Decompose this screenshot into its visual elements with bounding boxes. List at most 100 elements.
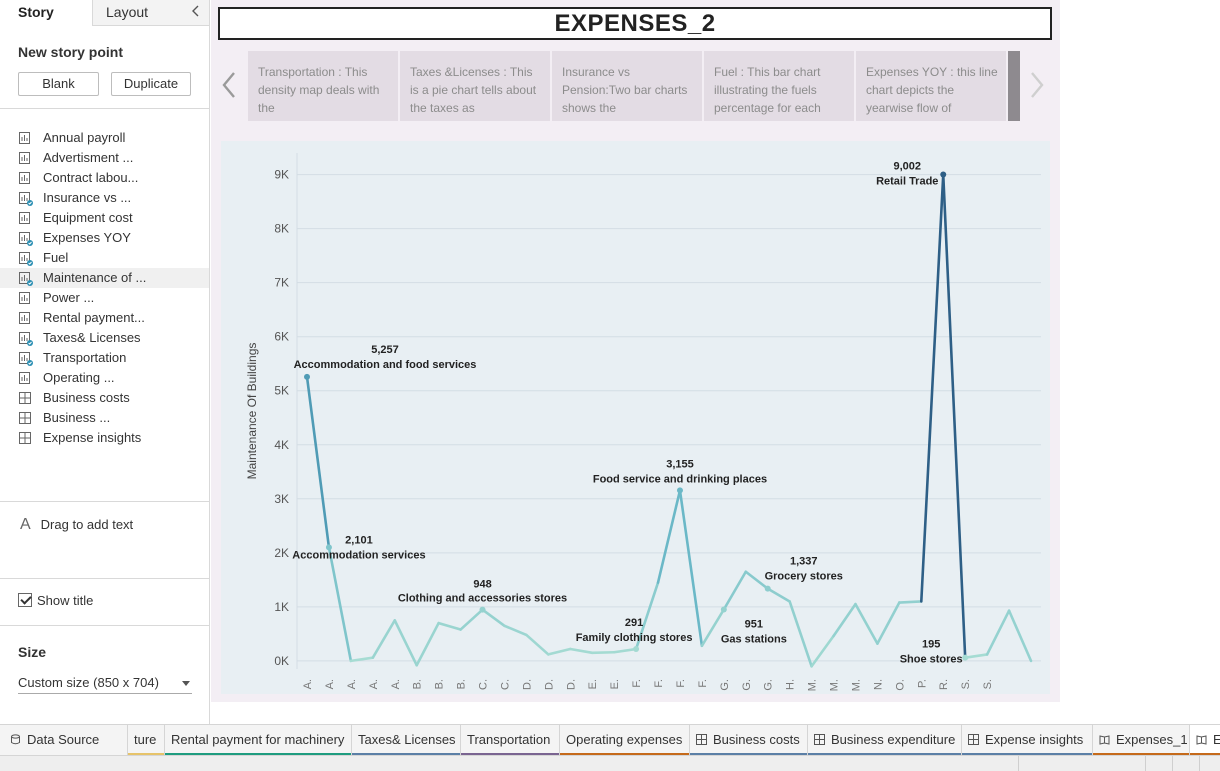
tab-rental-payment-for-machinery[interactable]: Rental payment for machinery (165, 725, 352, 755)
sheet-item-label: Annual payroll (43, 130, 126, 145)
x-tick-label: B. (412, 679, 424, 689)
sheet-item-label: Maintenance of ... (43, 270, 147, 285)
sheet-item[interactable]: Fuel (0, 248, 209, 268)
x-tick-label: H. (785, 679, 797, 690)
sheet-item[interactable]: Business costs (0, 388, 209, 408)
bar-chart-icon (19, 252, 33, 266)
x-tick-label: A. (390, 679, 402, 689)
tab-color-indicator (165, 753, 351, 755)
story-point-caption[interactable]: Insurance vs Pension:Two bar charts show… (552, 51, 702, 121)
sheet-item[interactable]: Taxes& Licenses (0, 328, 209, 348)
sheet-item-label: Advertisment ... (43, 150, 134, 165)
tab-taxes-licenses[interactable]: Taxes& Licenses (352, 725, 461, 755)
x-tick-label: N. (872, 679, 884, 690)
tab-expense-insights[interactable]: Expense insights (962, 725, 1093, 755)
line-segment (722, 570, 748, 611)
tab-business-expenditure[interactable]: Business expenditure (808, 725, 962, 755)
bar-chart-icon (19, 232, 33, 246)
data-label-value: 5,257 (371, 344, 399, 356)
tab-color-indicator (808, 753, 961, 755)
bar-chart-icon (19, 372, 31, 384)
x-tick-label: D. (521, 679, 533, 690)
line-segment (1007, 609, 1033, 663)
data-label-value: 951 (745, 619, 763, 631)
sheet-item[interactable]: Power ... (0, 288, 209, 308)
y-tick-label: 4K (274, 438, 289, 452)
tab-operating-expenses[interactable]: Operating expenses (560, 725, 690, 755)
bar-chart-icon (19, 192, 33, 206)
y-tick-label: 5K (274, 384, 289, 398)
line-segment (525, 633, 550, 656)
sheet-item[interactable]: Contract labou... (0, 168, 209, 188)
data-label-category: Family clothing stores (576, 632, 693, 644)
sheet-item-label: Fuel (43, 250, 69, 265)
dashboard-icon (19, 392, 31, 404)
story-point-caption-current[interactable]: N b c (1008, 51, 1020, 121)
next-story-point-button[interactable] (1029, 70, 1045, 108)
story-point-caption[interactable]: Taxes &Licenses : This is a pie chart te… (400, 51, 550, 121)
tab-business-costs[interactable]: Business costs (690, 725, 808, 755)
drag-text-object[interactable]: A Drag to add text (20, 516, 133, 534)
x-tick-label: A. (302, 679, 314, 689)
story-canvas: EXPENSES_2 Transportation : This density… (211, 0, 1060, 702)
x-tick-label: R. (938, 679, 950, 690)
line-segment (788, 600, 813, 668)
sheet-item[interactable]: Equipment cost (0, 208, 209, 228)
x-tick-label: D. (565, 679, 577, 690)
tab-transportation[interactable]: Transportation (461, 725, 560, 755)
blank-button[interactable]: Blank (18, 72, 99, 96)
story-point-caption[interactable]: Fuel : This bar chart illustrating the f… (704, 51, 854, 121)
tab-label: Taxes& Licenses (358, 732, 456, 747)
story-point-caption[interactable]: Expenses YOY : this line chart depicts t… (856, 51, 1006, 121)
tab-layout[interactable]: Layout (92, 0, 209, 26)
data-point (325, 544, 332, 551)
tab-story[interactable]: Story (18, 4, 54, 20)
tab-label: E (1213, 732, 1220, 747)
x-tick-label: E. (587, 679, 599, 689)
sheet-item[interactable]: Annual payroll (0, 128, 209, 148)
sheet-item[interactable]: Operating ... (0, 368, 209, 388)
story-title: EXPENSES_2 (218, 7, 1052, 40)
size-value: Custom size (850 x 704) (18, 675, 159, 690)
story-icon (1196, 726, 1207, 745)
sheet-item[interactable]: Business ... (0, 408, 209, 428)
data-point (304, 373, 310, 380)
story-icon (1099, 726, 1110, 745)
tab-label: Rental payment for machinery (171, 732, 345, 747)
line-segment (437, 621, 462, 631)
sheet-item[interactable]: Transportation (0, 348, 209, 368)
line-segment (700, 608, 726, 648)
tab-data-source[interactable]: Data Source (0, 725, 128, 755)
line-segment (503, 624, 528, 637)
story-point-caption[interactable]: Transportation : This density map deals … (248, 51, 398, 121)
sheet-item-label: Transportation (43, 350, 127, 365)
data-label-value: 1,337 (790, 556, 818, 568)
divider (0, 108, 209, 109)
x-tick-label: F. (653, 679, 665, 688)
x-tick-label: E. (609, 679, 621, 689)
sheet-item[interactable]: Expense insights (0, 428, 209, 448)
sheet-item-label: Equipment cost (43, 210, 133, 225)
tab-label: Business costs (713, 732, 800, 747)
data-point (764, 585, 771, 592)
sheet-item[interactable]: Rental payment... (0, 308, 209, 328)
show-title-toggle[interactable]: Show title (18, 593, 93, 608)
line-segment (634, 581, 660, 651)
tab-color-indicator (962, 753, 1092, 755)
size-dropdown[interactable]: Custom size (850 x 704) (18, 674, 192, 694)
sheet-item[interactable]: Insurance vs ... (0, 188, 209, 208)
dashboard-icon (19, 412, 31, 424)
sheet-item[interactable]: Expenses YOY (0, 228, 209, 248)
previous-story-point-button[interactable] (221, 70, 237, 108)
tab-e[interactable]: E (1190, 725, 1220, 755)
tab-ture[interactable]: ture (128, 725, 165, 755)
data-label-category: Shoe stores (900, 654, 963, 666)
maintenance-line-chart: 0K 1K 2K 3K 4K 5K 6K 7K 8K 9K Maintenance Of Build… (245, 153, 1041, 691)
x-tick-label: F. (631, 679, 643, 688)
sheet-item[interactable]: Advertisment ... (0, 148, 209, 168)
tab-expenses-1[interactable]: Expenses_1 (1093, 725, 1190, 755)
duplicate-button[interactable]: Duplicate (111, 72, 191, 96)
show-title-checkbox[interactable] (18, 593, 32, 607)
sheet-item[interactable]: Maintenance of ... (0, 268, 209, 288)
chevron-left-icon[interactable] (191, 4, 201, 21)
